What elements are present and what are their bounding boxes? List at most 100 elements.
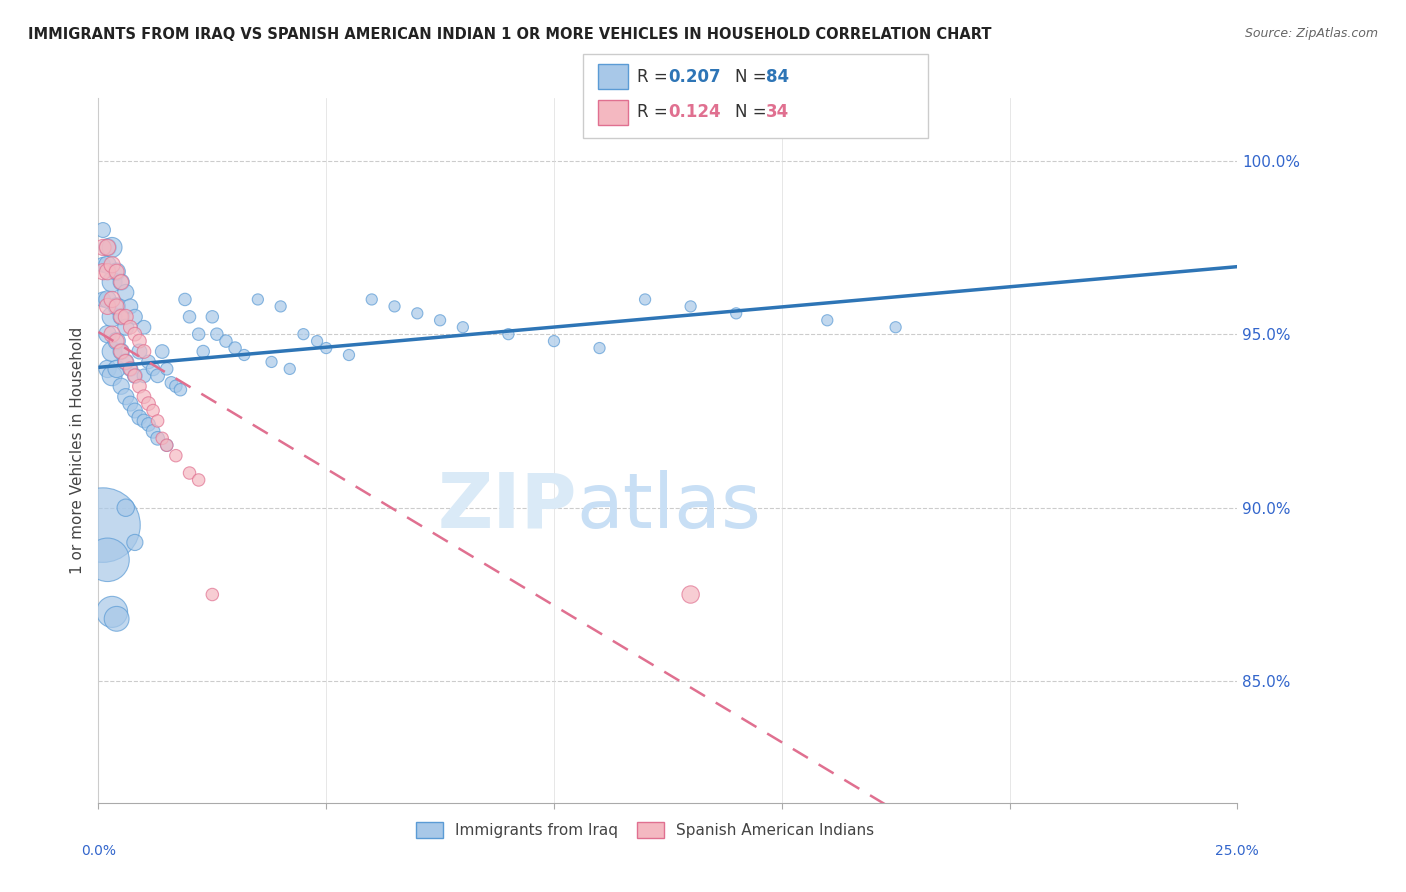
Point: [105, 362, 128, 376]
Point: [384, 299, 406, 313]
Point: [91, 518, 114, 533]
Point: [101, 344, 124, 359]
Point: [96, 293, 118, 307]
Point: [165, 379, 187, 393]
Point: [124, 368, 146, 383]
Point: [91, 293, 114, 307]
Text: IMMIGRANTS FROM IRAQ VS SPANISH AMERICAN INDIAN 1 OR MORE VEHICLES IN HOUSEHOLD : IMMIGRANTS FROM IRAQ VS SPANISH AMERICAN…: [28, 27, 991, 42]
Point: [233, 348, 256, 362]
Point: [91, 240, 114, 254]
Point: [138, 355, 160, 369]
Point: [315, 341, 337, 355]
Point: [132, 320, 155, 334]
Point: [588, 341, 610, 355]
Point: [406, 306, 429, 320]
Point: [138, 396, 160, 410]
Point: [246, 293, 269, 307]
Point: [96, 299, 118, 313]
Point: [543, 334, 565, 348]
Point: [128, 344, 150, 359]
Point: [105, 334, 128, 348]
Point: [679, 299, 702, 313]
Point: [96, 553, 118, 567]
Point: [128, 334, 150, 348]
Point: [224, 341, 246, 355]
Text: N =: N =: [735, 103, 772, 121]
Point: [96, 265, 118, 279]
Point: [110, 275, 132, 289]
Text: 84: 84: [766, 68, 789, 86]
Point: [215, 334, 238, 348]
Point: [146, 431, 169, 445]
Point: [292, 327, 315, 342]
Point: [114, 320, 136, 334]
Point: [429, 313, 451, 327]
Text: 25.0%: 25.0%: [1215, 845, 1260, 858]
Point: [114, 500, 136, 515]
Point: [884, 320, 907, 334]
Legend: Immigrants from Iraq, Spanish American Indians: Immigrants from Iraq, Spanish American I…: [409, 816, 880, 845]
Point: [165, 449, 187, 463]
Point: [120, 396, 142, 410]
Point: [725, 306, 748, 320]
Point: [110, 310, 132, 324]
Text: 0.0%: 0.0%: [82, 845, 115, 858]
Text: R =: R =: [637, 103, 673, 121]
Text: 0.124: 0.124: [668, 103, 720, 121]
Point: [96, 240, 118, 254]
Point: [307, 334, 329, 348]
Point: [270, 299, 292, 313]
Point: [815, 313, 838, 327]
Point: [114, 390, 136, 404]
Point: [150, 431, 173, 445]
Point: [91, 265, 114, 279]
Point: [114, 355, 136, 369]
Text: atlas: atlas: [576, 470, 762, 544]
Point: [146, 368, 169, 383]
Point: [101, 293, 124, 307]
Point: [146, 414, 169, 428]
Point: [201, 588, 224, 602]
Point: [110, 344, 132, 359]
Point: [96, 327, 118, 342]
Point: [187, 473, 209, 487]
Point: [110, 379, 132, 393]
Text: R =: R =: [637, 68, 673, 86]
Point: [128, 379, 150, 393]
Point: [360, 293, 382, 307]
Point: [120, 320, 142, 334]
Point: [105, 299, 128, 313]
Point: [96, 240, 118, 254]
Point: [132, 344, 155, 359]
Point: [91, 258, 114, 272]
Text: ZIP: ZIP: [437, 470, 576, 544]
Point: [169, 383, 191, 397]
Point: [120, 362, 142, 376]
Point: [114, 355, 136, 369]
Text: 0.207: 0.207: [668, 68, 720, 86]
Point: [101, 368, 124, 383]
Text: Source: ZipAtlas.com: Source: ZipAtlas.com: [1244, 27, 1378, 40]
Point: [91, 223, 114, 237]
Point: [142, 425, 165, 439]
Point: [114, 310, 136, 324]
Point: [142, 362, 165, 376]
Point: [179, 310, 201, 324]
Point: [337, 348, 360, 362]
Y-axis label: 1 or more Vehicles in Household: 1 or more Vehicles in Household: [69, 326, 84, 574]
Point: [124, 327, 146, 342]
Point: [138, 417, 160, 432]
Point: [105, 265, 128, 279]
Point: [105, 334, 128, 348]
Point: [124, 310, 146, 324]
Text: 34: 34: [766, 103, 790, 121]
Point: [193, 344, 215, 359]
Point: [124, 368, 146, 383]
Point: [120, 362, 142, 376]
Point: [132, 368, 155, 383]
Point: [101, 605, 124, 619]
Point: [110, 344, 132, 359]
Point: [101, 240, 124, 254]
Point: [96, 258, 118, 272]
Point: [187, 327, 209, 342]
